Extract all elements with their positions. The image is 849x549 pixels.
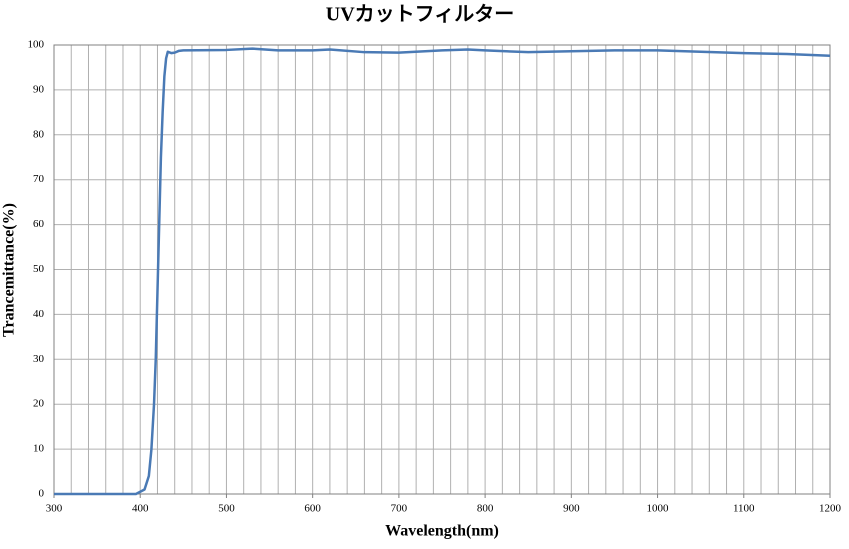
y-axis-title: Trancemittance(%) bbox=[1, 203, 18, 337]
y-tick-label: 20 bbox=[33, 398, 45, 410]
y-tick-label: 80 bbox=[33, 128, 45, 140]
x-tick-label: 800 bbox=[477, 503, 494, 515]
y-tick-label: 100 bbox=[28, 39, 45, 51]
x-tick-label: 400 bbox=[132, 503, 149, 515]
x-tick-label: 1000 bbox=[647, 503, 670, 515]
x-tick-label: 300 bbox=[46, 503, 63, 515]
y-tick-label: 0 bbox=[39, 488, 45, 500]
x-tick-label: 900 bbox=[563, 503, 580, 515]
y-tick-label: 50 bbox=[33, 263, 45, 275]
x-axis-title: Wavelength(nm) bbox=[385, 523, 499, 540]
x-tick-label: 1100 bbox=[733, 503, 755, 515]
y-tick-label: 30 bbox=[33, 353, 45, 365]
x-tick-label: 700 bbox=[391, 503, 408, 515]
plot-border bbox=[53, 44, 831, 495]
y-tick-label: 60 bbox=[33, 218, 45, 230]
data-line bbox=[54, 47, 831, 496]
chart-title: UVカットフィルター bbox=[326, 3, 515, 26]
x-tick-label: 1200 bbox=[819, 503, 842, 515]
y-tick-label: 40 bbox=[33, 308, 45, 320]
y-tick-label: 90 bbox=[33, 83, 45, 95]
y-tick-label: 10 bbox=[33, 443, 45, 455]
y-tick-label: 70 bbox=[33, 173, 45, 185]
x-tick-label: 500 bbox=[218, 503, 235, 515]
x-tick-label: 600 bbox=[304, 503, 321, 515]
